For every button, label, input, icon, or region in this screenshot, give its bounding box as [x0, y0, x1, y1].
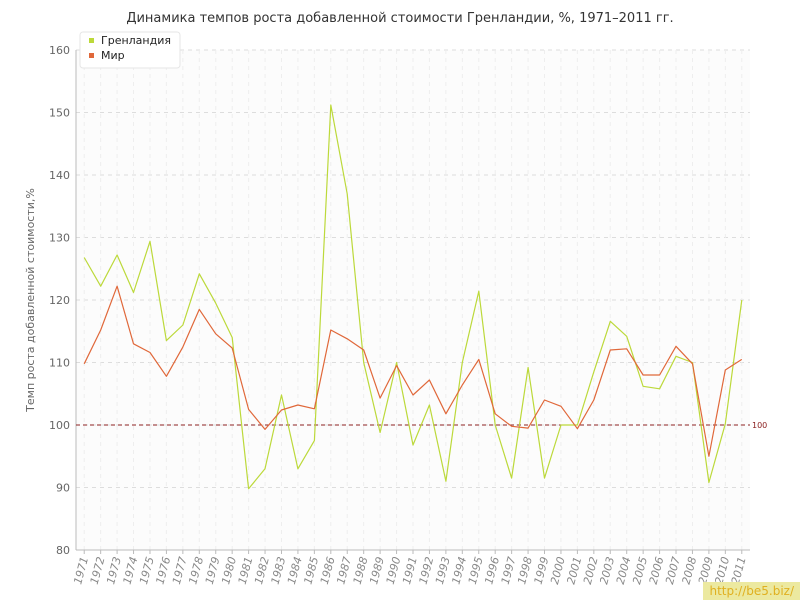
watermark[interactable]: http://be5.biz/	[703, 582, 800, 600]
legend-entry-1: Гренландия	[101, 34, 171, 47]
y-tick-label: 150	[49, 107, 70, 120]
reference-line-group: 100	[76, 421, 767, 430]
y-tick-label: 160	[49, 44, 70, 57]
y-axis-label: Темп роста добавленной стоимости,%	[24, 188, 37, 413]
y-tick-label: 110	[49, 357, 70, 370]
legend-swatch-2	[89, 53, 94, 58]
y-tick-label: 100	[49, 419, 70, 432]
y-tick-label: 90	[56, 482, 70, 495]
series-group	[83, 104, 743, 490]
chart-title: Динамика темпов роста добавленной стоимо…	[126, 11, 673, 26]
y-tick-label: 130	[49, 232, 70, 245]
legend-entry-2: Мир	[101, 49, 125, 62]
y-tick-label: 80	[56, 544, 70, 557]
series-line-2	[83, 285, 743, 457]
y-tick-label: 120	[49, 294, 70, 307]
legend-box	[79, 31, 181, 69]
y-tick-label: 140	[49, 169, 70, 182]
y-tick-labels: 80 90 100 110 120 130 140 150 160	[49, 44, 70, 557]
legend: Гренландия Мир	[79, 31, 181, 69]
series-line-1	[83, 104, 743, 490]
reference-line-label: 100	[752, 421, 767, 430]
legend-swatch-1	[89, 38, 94, 43]
x-tick-labels: 1971197219731974197519761977197819791980…	[71, 550, 749, 586]
